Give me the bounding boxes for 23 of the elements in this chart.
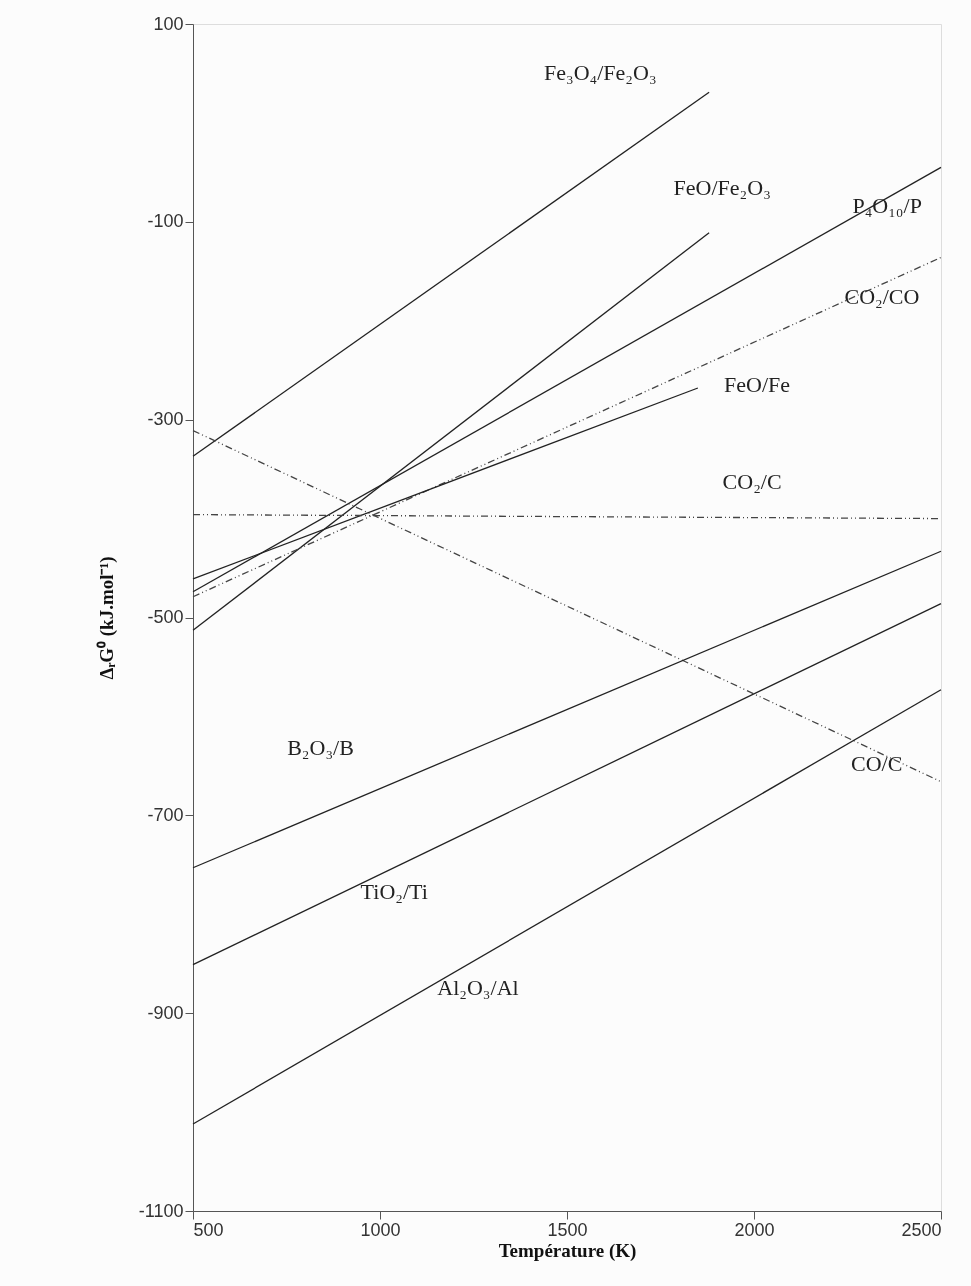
y-tick-label: -500 xyxy=(147,607,184,627)
text: FeO/Fe₂O₃ xyxy=(673,175,771,201)
x-axis-title: Température (K) xyxy=(498,1239,637,1262)
series-label: CO/C xyxy=(850,750,903,776)
x-tick-label: 2000 xyxy=(734,1219,775,1240)
series-label: Al₂O₃/Al xyxy=(437,975,519,1001)
x-tick-label: 500 xyxy=(193,1219,224,1240)
y-tick-label: -900 xyxy=(147,1002,184,1023)
y-axis-title: ΔᵣG⁰ (kJ.mol⁻¹) xyxy=(95,556,118,680)
series-label: B₂O₃/B xyxy=(287,735,354,761)
series-label: FeO/Fe xyxy=(723,372,790,398)
y-tick-label: -300 xyxy=(147,409,184,430)
y-tick-label: -700 xyxy=(147,804,184,825)
series-label: CO₂/C xyxy=(722,468,782,494)
x-tick-label: 1000 xyxy=(360,1219,401,1240)
y-tick-label: -100 xyxy=(147,211,184,232)
series-label: Fe₃O₄/Fe₂O₃ xyxy=(544,60,657,86)
y-tick-label: 100 xyxy=(153,13,184,34)
x-tick-label: 1500 xyxy=(547,1219,588,1240)
series-label: CO₂/CO xyxy=(844,284,920,310)
series-label: TiO₂/Ti xyxy=(360,879,428,905)
x-tick-label: 2500 xyxy=(901,1219,942,1240)
y-tick-label: -1100 xyxy=(138,1200,184,1221)
